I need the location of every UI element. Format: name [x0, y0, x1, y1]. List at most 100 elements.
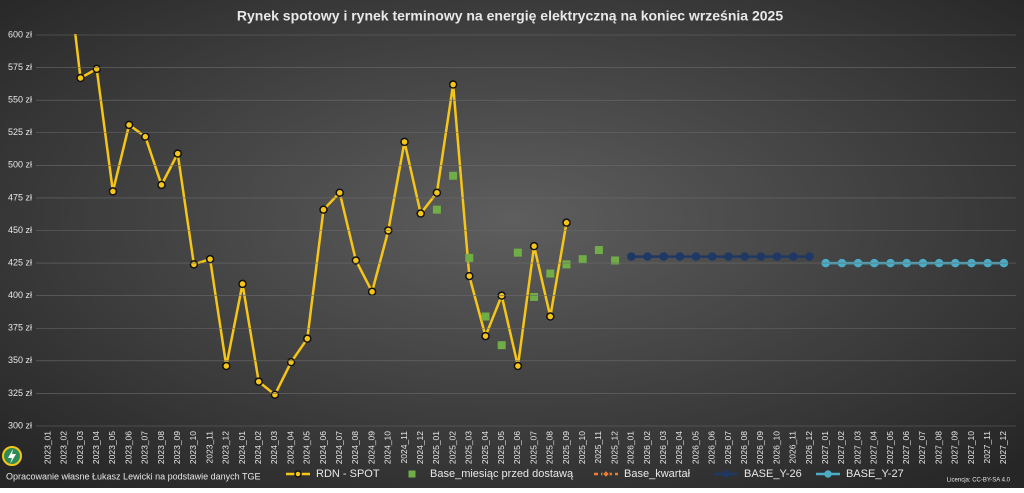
y-tick-label: 500 zł — [8, 160, 32, 170]
point — [286, 357, 296, 367]
x-tick-label: 2023_10 — [188, 431, 198, 464]
x-tick-label: 2023_05 — [107, 431, 117, 464]
y-tick-label: 325 zł — [8, 388, 32, 398]
x-tick-label: 2027_09 — [950, 431, 960, 464]
x-tick-label: 2023_01 — [42, 431, 52, 464]
x-tick-label: 2023_07 — [140, 431, 150, 464]
y-tick-label: 475 zł — [8, 192, 32, 202]
x-tick-label: 2024_03 — [269, 431, 279, 464]
x-tick-label: 2024_10 — [383, 431, 393, 464]
x-tick-label: 2027_02 — [836, 431, 846, 464]
y-tick-label: 600 zł — [8, 29, 32, 39]
x-tick-label: 2024_07 — [334, 431, 344, 464]
x-tick-label: 2026_05 — [690, 431, 700, 464]
point — [238, 279, 247, 289]
legend-marker — [408, 470, 416, 478]
point — [92, 64, 101, 74]
y-tick-label: 425 zł — [8, 257, 32, 267]
point — [611, 256, 620, 265]
point — [643, 252, 652, 261]
point — [400, 137, 409, 147]
x-tick-label: 2024_05 — [302, 431, 312, 464]
legend-label: BASE_Y-27 — [846, 468, 904, 480]
point — [448, 80, 458, 89]
point — [303, 334, 312, 343]
point — [530, 292, 539, 301]
x-tick-label: 2025_04 — [480, 431, 490, 464]
legend-marker — [722, 470, 730, 478]
x-tick-label: 2026_04 — [674, 431, 684, 464]
x-tick-label: 2024_01 — [237, 431, 247, 464]
legend-label: Base_kwartał — [624, 468, 691, 480]
y-tick-label: 400 zł — [8, 290, 32, 300]
logo — [2, 446, 22, 466]
x-tick-label: 2026_02 — [642, 431, 652, 464]
point — [205, 254, 215, 264]
point — [546, 312, 555, 321]
x-tick-label: 2024_11 — [399, 431, 409, 464]
x-tick-label: 2025_03 — [464, 431, 474, 464]
x-tick-label: 2027_12 — [998, 431, 1008, 464]
x-tick-label: 2025_09 — [561, 431, 571, 464]
legend-marker — [294, 470, 302, 478]
x-tick-label: 2024_04 — [285, 431, 295, 464]
point — [108, 187, 118, 196]
point — [562, 218, 571, 227]
x-tick-label: 2023_09 — [172, 431, 182, 464]
point — [432, 205, 441, 214]
x-tick-label: 2027_11 — [982, 431, 992, 464]
x-tick-label: 2025_06 — [512, 431, 522, 464]
x-tick-label: 2026_09 — [755, 431, 765, 464]
x-tick-label: 2026_03 — [658, 431, 668, 464]
y-tick-label: 300 zł — [8, 420, 32, 430]
point — [449, 171, 458, 180]
x-tick-label: 2027_03 — [852, 431, 862, 464]
y-tick-label: 450 zł — [8, 225, 32, 235]
x-tick-label: 2025_07 — [528, 431, 538, 464]
point — [319, 205, 328, 214]
point — [189, 260, 199, 269]
point — [254, 377, 263, 386]
x-tick-label: 2026_07 — [723, 431, 733, 464]
chart-title: Rynek spotowy i rynek terminowy na energ… — [237, 8, 783, 24]
x-tick-label: 2023_08 — [156, 431, 166, 464]
x-tick-label: 2025_11 — [593, 431, 603, 464]
point — [124, 120, 134, 130]
y-tick-label: 575 zł — [8, 62, 32, 72]
point — [513, 361, 523, 371]
point — [513, 248, 522, 257]
x-tick-label: 2024_12 — [415, 431, 425, 464]
x-tick-label: 2025_05 — [496, 431, 506, 464]
x-tick-label: 2025_01 — [431, 431, 441, 464]
x-tick-label: 2026_08 — [739, 431, 749, 464]
point — [173, 149, 182, 158]
point — [367, 287, 377, 297]
point — [675, 252, 685, 261]
x-tick-label: 2024_02 — [253, 431, 263, 464]
x-tick-label: 2027_08 — [933, 431, 943, 464]
x-tick-label: 2025_10 — [577, 431, 587, 464]
x-tick-label: 2027_07 — [917, 431, 927, 464]
point — [805, 252, 814, 261]
x-tick-label: 2023_04 — [91, 431, 101, 464]
x-tick-label: 2025_08 — [545, 431, 555, 464]
x-tick-label: 2026_06 — [707, 431, 717, 464]
x-tick-label: 2026_11 — [788, 431, 798, 464]
x-tick-label: 2026_10 — [771, 431, 781, 464]
point — [416, 209, 425, 218]
point — [76, 73, 85, 83]
x-tick-label: 2027_04 — [869, 431, 879, 464]
legend-marker — [601, 469, 611, 479]
point — [141, 132, 150, 141]
point — [351, 256, 361, 265]
point — [789, 252, 798, 261]
source-note: Opracowanie własne Łukasz Lewicki na pod… — [6, 471, 260, 481]
x-tick-label: 2023_12 — [221, 431, 231, 464]
point — [465, 253, 474, 262]
x-tick-label: 2026_01 — [626, 431, 636, 464]
legend-label: BASE_Y-26 — [744, 468, 802, 480]
x-tick-label: 2027_01 — [820, 431, 830, 464]
x-tick-label: 2023_11 — [204, 431, 214, 464]
point — [270, 390, 280, 399]
